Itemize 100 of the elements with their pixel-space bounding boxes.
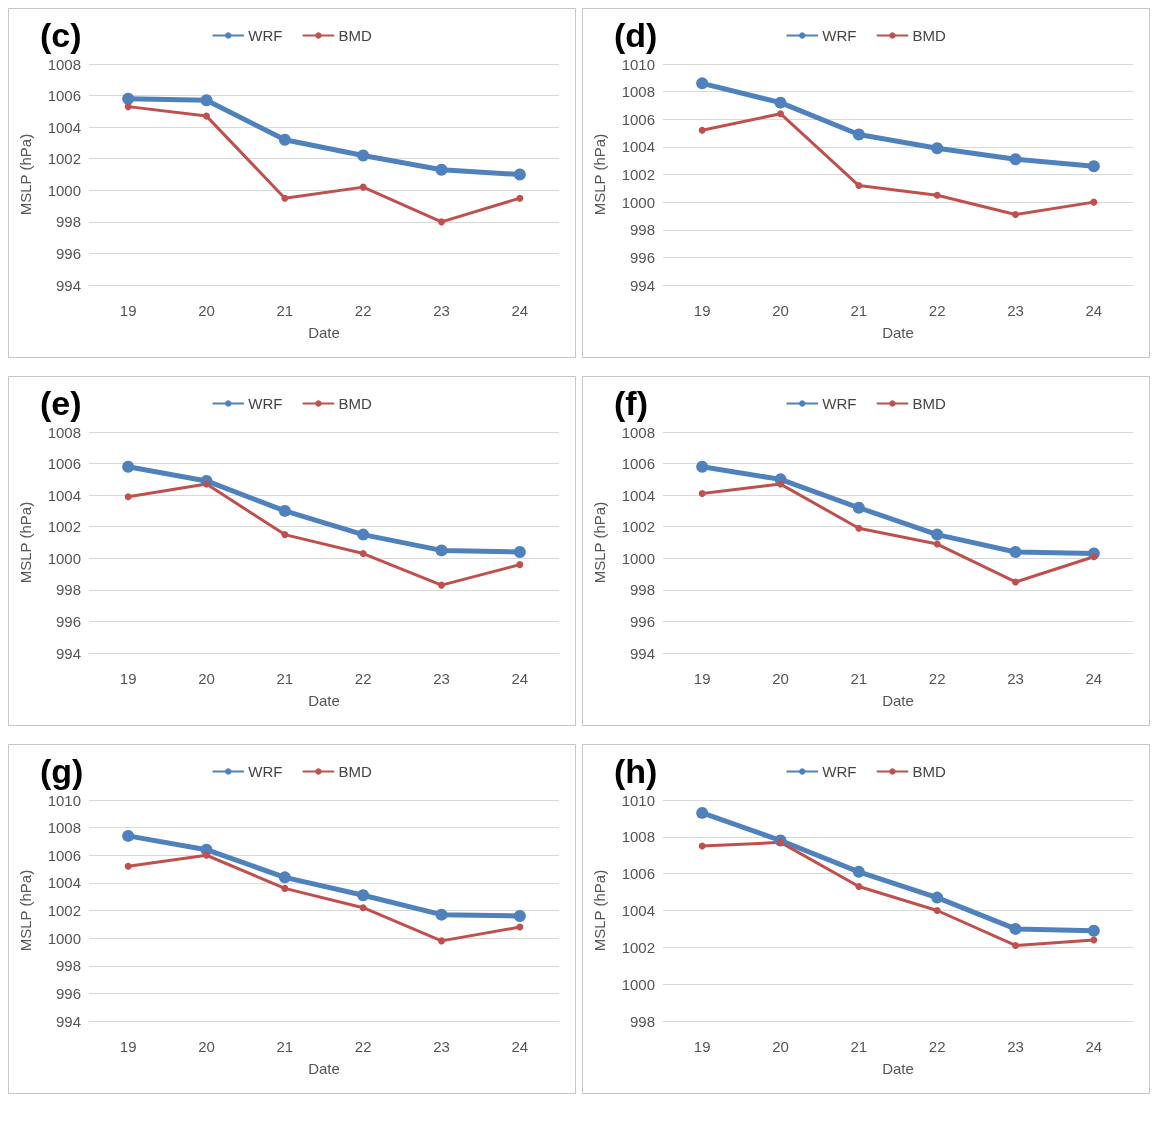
point — [438, 937, 445, 945]
y-axis-title: MSLP (hPa) — [591, 869, 608, 952]
point — [933, 191, 941, 199]
x-tick-label: 24 — [511, 670, 529, 687]
point — [124, 103, 132, 111]
y-tick-label: 1000 — [47, 549, 81, 567]
y-tick-label: 1000 — [621, 193, 655, 211]
point — [359, 904, 367, 912]
point — [122, 460, 135, 473]
point — [855, 524, 863, 532]
legend-label: WRF — [822, 763, 857, 780]
y-tick-label: 1002 — [621, 938, 655, 956]
x-tick-label: 21 — [276, 1038, 294, 1055]
x-tick-label: 24 — [1085, 1038, 1103, 1055]
x-tick-label: 22 — [354, 302, 372, 319]
y-tick-label: 1004 — [47, 486, 81, 504]
point — [1009, 153, 1022, 166]
point — [357, 149, 370, 162]
point — [933, 907, 941, 914]
x-tick-label: 20 — [198, 302, 215, 319]
x-tick-label: 24 — [1085, 302, 1103, 319]
point — [931, 142, 944, 155]
y-tick-label: 1008 — [621, 83, 655, 101]
point — [1012, 941, 1019, 949]
x-axis-title: Date — [882, 324, 914, 341]
point — [513, 168, 526, 181]
point — [359, 550, 367, 558]
point — [931, 891, 944, 904]
point — [435, 544, 448, 557]
point — [933, 540, 941, 548]
point — [438, 581, 445, 589]
point — [698, 842, 706, 850]
y-axis-title: MSLP (hPa) — [17, 133, 34, 216]
point — [774, 96, 787, 109]
point — [516, 923, 524, 931]
x-tick-label: 21 — [276, 670, 294, 687]
point — [852, 501, 865, 514]
y-tick-label: 998 — [629, 221, 655, 239]
y-tick-label: 1010 — [621, 55, 655, 73]
point — [359, 183, 367, 191]
legend-label: WRF — [248, 395, 283, 412]
x-tick-label: 22 — [354, 670, 372, 687]
x-axis-title: Date — [308, 324, 340, 341]
point — [1009, 922, 1022, 935]
y-tick-label: 1006 — [621, 110, 655, 128]
x-tick-label: 23 — [1007, 670, 1024, 687]
point — [1090, 936, 1098, 944]
y-tick-label: 996 — [55, 612, 81, 630]
legend-label: WRF — [822, 395, 857, 412]
y-tick-label: 996 — [629, 248, 655, 266]
y-tick-label: 1006 — [47, 846, 81, 864]
point — [124, 493, 132, 501]
y-tick-label: 994 — [55, 644, 81, 662]
x-tick-label: 21 — [276, 302, 294, 319]
point — [203, 112, 210, 120]
x-tick-label: 20 — [772, 302, 789, 319]
y-tick-label: 1002 — [47, 902, 81, 919]
legend-label: BMD — [338, 763, 372, 780]
x-tick-label: 20 — [772, 1038, 789, 1055]
y-tick-label: 994 — [55, 276, 81, 294]
y-tick-label: 1008 — [621, 423, 655, 441]
x-tick-label: 19 — [693, 302, 711, 319]
point — [698, 126, 706, 134]
y-tick-label: 1006 — [47, 455, 81, 473]
x-tick-label: 19 — [119, 670, 137, 687]
point — [1012, 211, 1019, 219]
y-tick-label: 1010 — [621, 791, 655, 809]
y-tick-label: 1008 — [47, 819, 81, 837]
x-tick-label: 22 — [928, 302, 946, 319]
point — [1090, 198, 1098, 206]
y-tick-label: 1004 — [621, 138, 655, 156]
y-tick-label: 998 — [55, 581, 81, 599]
point — [852, 865, 865, 878]
legend-label: BMD — [912, 27, 946, 44]
legend-label: WRF — [248, 27, 283, 44]
x-tick-label: 19 — [119, 1038, 137, 1055]
point — [855, 182, 863, 190]
point — [122, 92, 135, 105]
point — [281, 194, 289, 202]
x-axis-title: Date — [882, 1060, 914, 1077]
legend-label: WRF — [822, 27, 857, 44]
y-axis-title: MSLP (hPa) — [17, 501, 34, 584]
point — [281, 884, 289, 892]
x-tick-label: 20 — [198, 670, 215, 687]
y-tick-label: 1004 — [47, 118, 81, 136]
chart-title: (f) — [614, 384, 648, 422]
x-tick-label: 23 — [433, 302, 450, 319]
x-axis-title: Date — [308, 692, 340, 709]
y-tick-label: 1006 — [621, 865, 655, 883]
y-tick-label: 996 — [55, 984, 81, 1002]
x-tick-label: 22 — [928, 670, 946, 687]
y-tick-label: 1006 — [47, 87, 81, 105]
point — [513, 545, 526, 558]
point — [1087, 924, 1100, 937]
x-tick-label: 22 — [354, 1038, 372, 1055]
legend-label: BMD — [912, 395, 946, 412]
point — [931, 528, 944, 541]
legend-label: BMD — [912, 763, 946, 780]
x-tick-label: 22 — [928, 1038, 946, 1055]
y-tick-label: 1002 — [621, 166, 655, 183]
